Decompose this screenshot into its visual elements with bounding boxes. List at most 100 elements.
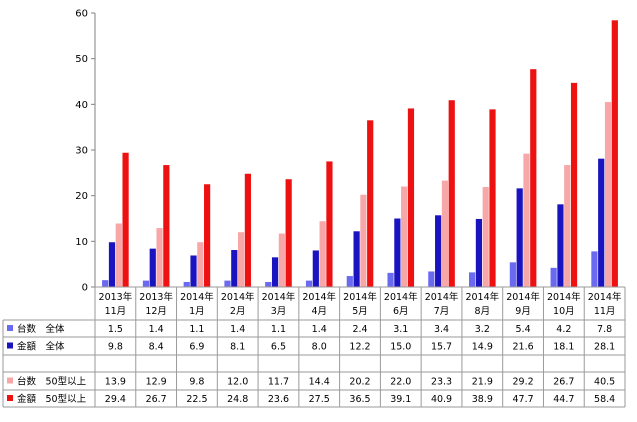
bar — [163, 165, 170, 287]
legend-swatch — [7, 377, 13, 384]
series-3 — [122, 20, 618, 288]
bar — [142, 280, 150, 287]
data-label: 14.4 — [309, 377, 330, 388]
data-label: 44.7 — [553, 394, 574, 405]
legend-label: 金額 50型以上 — [17, 393, 87, 405]
data-label: 38.9 — [472, 394, 493, 405]
bar — [122, 152, 129, 287]
data-label: 24.8 — [227, 394, 248, 405]
data-label: 8.4 — [149, 342, 164, 353]
data-label: 1.4 — [312, 324, 327, 335]
y-tick-label: 0 — [82, 283, 88, 294]
bar — [435, 215, 442, 287]
bar — [516, 188, 523, 287]
data-label: 26.7 — [146, 394, 167, 405]
bar — [278, 233, 285, 287]
x-tick-label: 2014年 8月 — [465, 291, 499, 317]
y-tick-label: 30 — [75, 146, 88, 157]
bar — [183, 281, 190, 287]
data-label: 12.9 — [146, 377, 167, 388]
data-label: 3.2 — [475, 324, 490, 335]
bar — [469, 272, 476, 287]
legend-label: 金額 全体 — [17, 341, 65, 353]
data-label: 2.4 — [352, 324, 367, 335]
bar — [448, 100, 455, 288]
bar — [231, 250, 238, 287]
bar — [428, 271, 435, 287]
bar — [265, 281, 272, 287]
x-tick-label: 2014年 7月 — [425, 291, 459, 317]
bar — [367, 120, 374, 287]
data-label: 47.7 — [512, 394, 533, 405]
bar — [557, 204, 564, 287]
data-label: 29.4 — [105, 394, 126, 405]
legend-swatch — [7, 395, 13, 401]
data-label: 1.1 — [271, 324, 286, 335]
bar — [244, 173, 251, 287]
data-label: 21.9 — [472, 377, 493, 388]
data-label: 20.2 — [349, 377, 370, 388]
series-0 — [102, 251, 598, 287]
bar — [482, 186, 489, 287]
data-label: 1.4 — [149, 324, 164, 335]
bar — [475, 218, 483, 287]
legend-label: 台数 全体 — [17, 323, 65, 335]
data-label: 39.1 — [390, 394, 411, 405]
data-label: 21.6 — [512, 342, 533, 353]
bar — [523, 153, 530, 287]
bar — [407, 108, 415, 288]
x-tick-label: 2014年 9月 — [506, 291, 540, 317]
data-label: 14.9 — [472, 342, 493, 353]
y-tick-label: 20 — [75, 191, 88, 202]
bar — [102, 280, 109, 287]
data-label: 22.5 — [186, 394, 207, 405]
data-label: 27.5 — [309, 394, 330, 405]
data-label: 22.0 — [390, 377, 411, 388]
bar — [570, 82, 578, 288]
data-label: 4.2 — [556, 324, 571, 335]
data-label: 3.4 — [434, 324, 449, 335]
bar — [108, 242, 116, 287]
legend-swatch — [7, 325, 13, 331]
bar — [441, 180, 449, 287]
bar — [156, 228, 163, 287]
bar — [598, 158, 605, 287]
bar — [387, 272, 394, 287]
data-label: 9.8 — [108, 342, 123, 353]
data-label: 13.9 — [105, 377, 126, 388]
bar — [611, 20, 618, 287]
bar — [224, 280, 231, 287]
bar — [204, 184, 211, 287]
data-label: 15.0 — [390, 342, 411, 353]
bar — [149, 248, 156, 287]
bar — [115, 223, 122, 287]
bar — [509, 262, 516, 287]
data-label: 1.4 — [230, 324, 245, 335]
y-tick-label: 60 — [75, 9, 88, 20]
x-tick-label: 2014年 3月 — [262, 291, 296, 317]
x-tick-label: 2014年 6月 — [384, 291, 418, 317]
bars — [102, 20, 618, 288]
bar — [237, 232, 245, 287]
x-tick-label: 2014年 10月 — [547, 291, 581, 317]
data-label: 3.1 — [393, 324, 408, 335]
data-label: 15.7 — [431, 342, 452, 353]
y-tick-label: 40 — [75, 100, 88, 111]
bar — [550, 267, 557, 287]
axes: 0 10 20 30 40 50 60 — [75, 9, 96, 294]
data-label: 29.2 — [512, 377, 533, 388]
bar — [190, 255, 197, 287]
bar — [591, 251, 598, 287]
data-label: 40.5 — [594, 377, 615, 388]
data-label: 26.7 — [553, 377, 574, 388]
x-tick-label: 2014年 5月 — [343, 291, 377, 317]
x-tick-label: 2014年 11月 — [588, 291, 622, 317]
bar — [360, 194, 367, 287]
series-1 — [108, 158, 605, 287]
data-label: 12.2 — [349, 342, 370, 353]
bar — [197, 242, 204, 287]
x-tick-label: 2013年 11月 — [99, 291, 133, 317]
data-label: 12.0 — [227, 377, 248, 388]
